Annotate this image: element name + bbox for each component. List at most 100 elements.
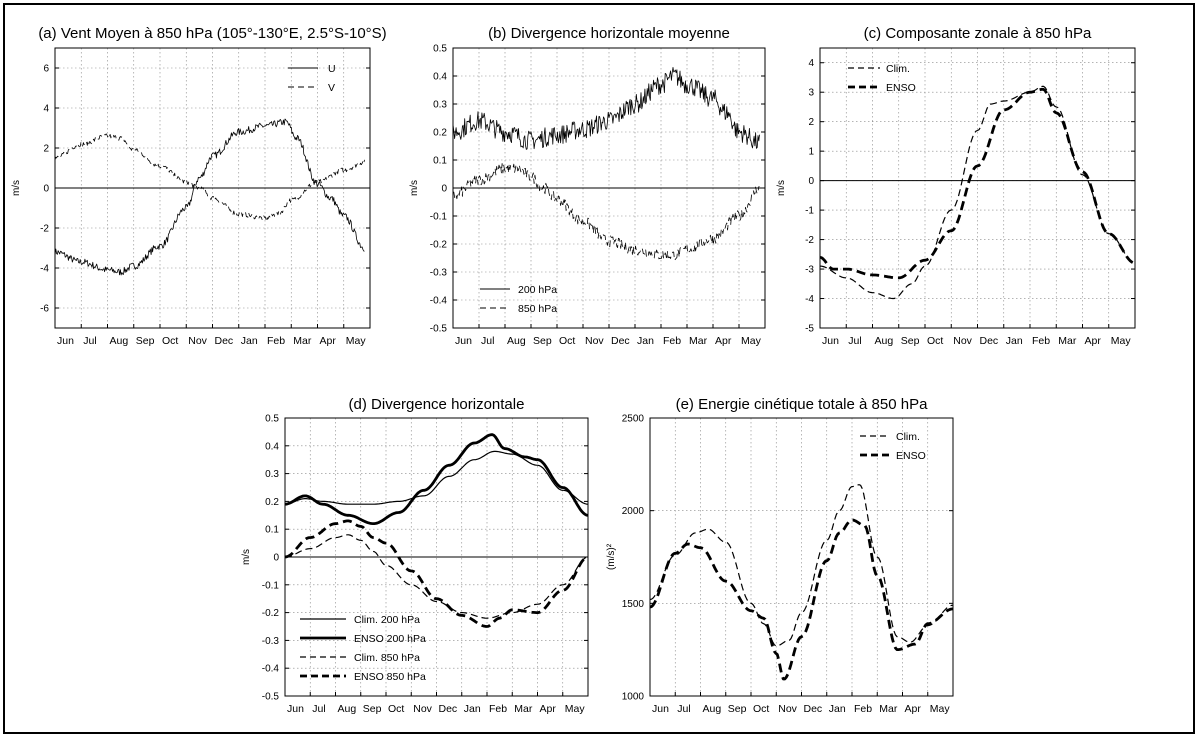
legend-label: V bbox=[328, 82, 335, 94]
x-tick-label: Feb bbox=[854, 703, 872, 715]
legend: 200 hPa 850 hPa bbox=[480, 284, 557, 315]
x-tick-label: Mar bbox=[293, 335, 312, 347]
x-tick-label: Mar bbox=[1058, 335, 1077, 347]
x-tick-label: Oct bbox=[927, 335, 943, 347]
legend-label: ENSO bbox=[896, 450, 926, 462]
y-tick-label: -4 bbox=[40, 264, 49, 275]
x-tick-label: Apr bbox=[905, 703, 922, 715]
x-tick-label: Mar bbox=[689, 335, 708, 347]
x-tick-label: Nov bbox=[413, 703, 432, 715]
x-tick-label: Jan bbox=[829, 703, 846, 715]
x-tick-label: Apr bbox=[1085, 335, 1102, 347]
y-tick-label: 0 bbox=[273, 553, 279, 564]
x-tick-label: Oct bbox=[162, 335, 178, 347]
y-tick-label: -0.5 bbox=[430, 324, 448, 335]
grid bbox=[820, 48, 1135, 328]
legend-label: ENSO 200 hPa bbox=[354, 633, 426, 645]
y-tick-label: 0 bbox=[441, 184, 447, 195]
x-tick-label: Nov bbox=[585, 335, 604, 347]
y-tick-label: -0.4 bbox=[430, 296, 448, 307]
y-tick-label: 0 bbox=[43, 184, 49, 195]
legend-label: Clim. bbox=[896, 431, 920, 443]
chart-title: (d) Divergence horizontale bbox=[349, 396, 525, 413]
x-tick-label: Jul bbox=[848, 335, 861, 347]
series-line bbox=[284, 433, 589, 525]
x-tick-label: Feb bbox=[489, 703, 507, 715]
x-tick-label: Oct bbox=[559, 335, 575, 347]
y-tick-label: 0.1 bbox=[265, 525, 279, 536]
x-tick-label: Feb bbox=[663, 335, 681, 347]
y-tick-label: 1 bbox=[808, 147, 814, 158]
y-tick-label: 2 bbox=[808, 117, 814, 128]
x-tick-label: May bbox=[565, 703, 586, 715]
x-tick-label: Apr bbox=[540, 703, 557, 715]
series-line bbox=[649, 518, 954, 681]
y-tick-label: 6 bbox=[43, 64, 49, 75]
x-tick-label: Jul bbox=[83, 335, 96, 347]
series-line bbox=[452, 67, 760, 150]
chart-title: (b) Divergence horizontale moyenne bbox=[488, 25, 730, 42]
x-tick-label: Oct bbox=[388, 703, 404, 715]
x-tick-label: Nov bbox=[188, 335, 207, 347]
y-axis-label: m/s bbox=[409, 180, 420, 196]
y-tick-label: -5 bbox=[805, 324, 814, 335]
x-tick-label: Jan bbox=[464, 703, 481, 715]
x-tick-label: Nov bbox=[778, 703, 797, 715]
chart-title: (e) Energie cinétique totale à 850 hPa bbox=[676, 396, 928, 413]
y-axis-label: m/s bbox=[11, 180, 22, 196]
legend-label: Clim. bbox=[886, 63, 910, 75]
y-tick-label: -3 bbox=[805, 265, 814, 276]
y-tick-label: 0.3 bbox=[265, 469, 279, 480]
series-line bbox=[284, 450, 589, 505]
legend-label: 200 hPa bbox=[518, 284, 557, 296]
y-tick-label: -4 bbox=[805, 294, 814, 305]
y-tick-label: 2 bbox=[43, 144, 49, 155]
x-tick-label: May bbox=[741, 335, 762, 347]
x-tick-label: Jun bbox=[287, 703, 304, 715]
legend: Clim. ENSO bbox=[848, 63, 916, 94]
chart-title: (a) Vent Moyen à 850 hPa (105°-130°E, 2.… bbox=[38, 25, 386, 42]
x-tick-label: Feb bbox=[1032, 335, 1050, 347]
x-tick-label: Aug bbox=[338, 703, 357, 715]
series-line bbox=[284, 534, 589, 619]
x-tick-label: Jun bbox=[57, 335, 74, 347]
x-tick-label: Aug bbox=[507, 335, 526, 347]
y-tick-label: 0.2 bbox=[265, 497, 279, 508]
x-tick-label: Aug bbox=[875, 335, 894, 347]
x-tick-label: Sep bbox=[136, 335, 155, 347]
y-tick-label: 0.5 bbox=[265, 414, 279, 425]
legend-label: U bbox=[328, 63, 336, 75]
y-tick-label: 0.5 bbox=[433, 44, 447, 55]
x-tick-label: Sep bbox=[901, 335, 920, 347]
y-axis-label: m/s bbox=[241, 549, 252, 565]
y-tick-label: 1500 bbox=[622, 599, 645, 610]
x-tick-label: Jun bbox=[455, 335, 472, 347]
y-tick-label: -1 bbox=[805, 206, 814, 217]
x-tick-label: Mar bbox=[514, 703, 533, 715]
x-tick-label: Jun bbox=[822, 335, 839, 347]
y-tick-label: 4 bbox=[43, 104, 49, 115]
x-tick-label: Dec bbox=[980, 335, 999, 347]
y-tick-label: -0.2 bbox=[262, 608, 280, 619]
x-tick-label: Dec bbox=[439, 703, 458, 715]
y-tick-label: 0.4 bbox=[265, 441, 279, 452]
y-tick-label: 2500 bbox=[622, 414, 645, 425]
x-tick-label: May bbox=[930, 703, 951, 715]
x-tick-label: Nov bbox=[953, 335, 972, 347]
figure-frame bbox=[3, 3, 1195, 734]
y-tick-label: 0.4 bbox=[433, 72, 447, 83]
x-tick-label: Sep bbox=[363, 703, 382, 715]
series-line bbox=[284, 519, 589, 628]
y-tick-label: 0.1 bbox=[433, 156, 447, 167]
x-tick-label: Aug bbox=[703, 703, 722, 715]
x-tick-label: Jan bbox=[241, 335, 258, 347]
x-tick-label: Apr bbox=[715, 335, 732, 347]
x-tick-label: Sep bbox=[533, 335, 552, 347]
legend-label: 850 hPa bbox=[518, 303, 557, 315]
y-tick-label: 4 bbox=[808, 58, 814, 69]
x-tick-label: Dec bbox=[215, 335, 234, 347]
series-line bbox=[819, 87, 1136, 280]
grid bbox=[650, 418, 953, 696]
series-line bbox=[649, 484, 954, 647]
x-tick-label: Jun bbox=[652, 703, 669, 715]
